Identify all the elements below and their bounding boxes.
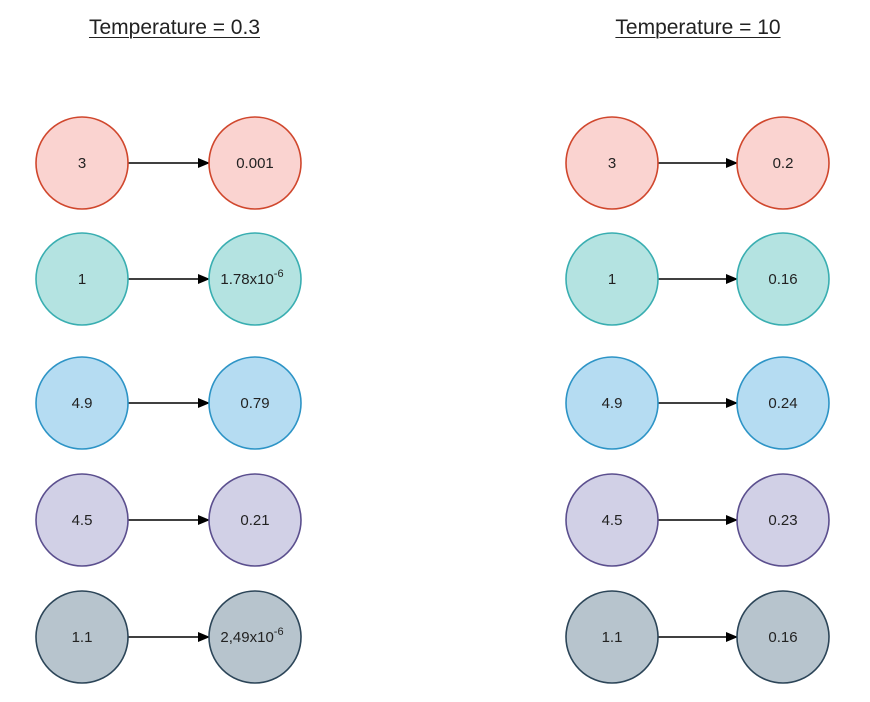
output-value: 0.16 <box>768 271 797 288</box>
node-row: 4.9 0.79 <box>35 356 302 450</box>
panel-title-left: Temperature = 0.3 <box>88 16 260 39</box>
output-node <box>736 116 830 210</box>
node-row: 1 1.78x10-6 <box>35 232 302 326</box>
output-value: 0.2 <box>773 155 794 172</box>
input-node <box>565 473 659 567</box>
output-node <box>736 473 830 567</box>
node-row: 4.5 0.23 <box>565 473 830 567</box>
node-row: 4.9 0.24 <box>565 356 830 450</box>
input-value: 1 <box>608 271 616 288</box>
input-value: 1.1 <box>72 629 93 646</box>
input-node <box>565 116 659 210</box>
input-node <box>35 590 129 684</box>
output-node <box>208 232 302 326</box>
input-value: 4.5 <box>602 512 623 529</box>
output-node <box>736 232 830 326</box>
panel-title-right: Temperature = 10 <box>615 16 781 39</box>
node-row: 3 0.001 <box>35 116 302 210</box>
node-row: 1 0.16 <box>565 232 830 326</box>
input-node <box>565 232 659 326</box>
output-value: 0.21 <box>240 512 269 529</box>
input-node <box>35 473 129 567</box>
output-node <box>208 116 302 210</box>
output-node <box>736 590 830 684</box>
input-node <box>565 590 659 684</box>
input-node <box>35 232 129 326</box>
node-row: 1.1 0.16 <box>565 590 830 684</box>
node-row: 1.1 2,49x10-6 <box>35 590 302 684</box>
input-value: 1.1 <box>602 629 623 646</box>
output-value: 1.78x10-6 <box>220 268 283 288</box>
input-value: 4.5 <box>72 512 93 529</box>
input-value: 1 <box>78 271 86 288</box>
input-value: 3 <box>608 155 616 172</box>
output-node <box>208 356 302 450</box>
input-value: 3 <box>78 155 86 172</box>
output-exponent: -6 <box>274 626 284 638</box>
output-value: 0.23 <box>768 512 797 529</box>
output-value: 2,49x10-6 <box>220 626 283 646</box>
input-value: 4.9 <box>602 395 623 412</box>
output-value: 0.24 <box>768 395 797 412</box>
input-value: 4.9 <box>72 395 93 412</box>
node-row: 4.5 0.21 <box>35 473 302 567</box>
output-node <box>736 356 830 450</box>
node-row: 3 0.2 <box>565 116 830 210</box>
input-node <box>35 116 129 210</box>
output-node <box>208 473 302 567</box>
output-value: 0.79 <box>240 395 269 412</box>
output-exponent: -6 <box>274 268 284 280</box>
input-node <box>565 356 659 450</box>
output-value: 0.16 <box>768 629 797 646</box>
output-value: 0.001 <box>236 155 274 172</box>
output-node <box>208 590 302 684</box>
input-node <box>35 356 129 450</box>
